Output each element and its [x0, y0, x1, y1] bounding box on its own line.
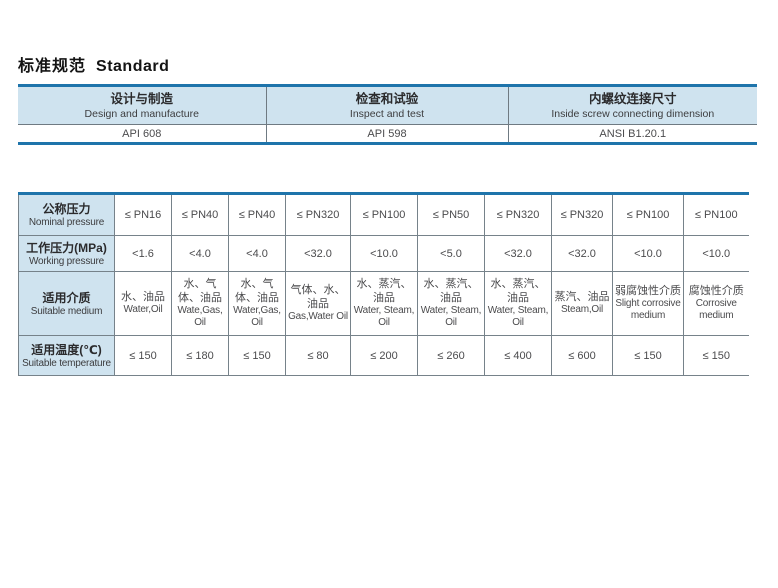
spec-cell-wp-4: <32.0 — [285, 235, 351, 272]
spec-cell-med-9: 弱腐蚀性介质 Slight corrosive medium — [612, 271, 684, 336]
spec-rowheader-working-pressure-zh: 工作压力(MPa) — [26, 240, 107, 255]
page-title-zh: 标准规范 — [18, 58, 87, 75]
spec-cell-temp-4: ≤ 80 — [285, 335, 351, 376]
page-title: 标准规范 Standard — [18, 52, 169, 76]
spec-cell-wp-6: <5.0 — [417, 235, 485, 272]
spec-cell-np-1: ≤ PN16 — [114, 193, 172, 236]
spec-rowheader-temperature: 适用温度(℃) Suitable temperature — [18, 335, 115, 376]
spec-cell-temp-1: ≤ 150 — [114, 335, 172, 376]
spec-cell-wp-7: <32.0 — [484, 235, 552, 272]
spec-rowheader-temperature-en: Suitable temperature — [22, 357, 111, 369]
spec-row-medium: 适用介质 Suitable medium 水、油品 Water,Oil 水、气体、… — [18, 271, 749, 336]
spec-cell-wp-5: <10.0 — [350, 235, 418, 272]
standards-table: 设计与制造 Design and manufacture 检查和试验 Inspe… — [18, 84, 757, 145]
spec-cell-med-5-en: Water, Steam, Oil — [353, 305, 415, 329]
spec-cell-np-5: ≤ PN100 — [350, 193, 418, 236]
standards-header-inspect: 检查和试验 Inspect and test — [265, 85, 508, 125]
standards-header-inspect-zh: 检查和试验 — [355, 91, 419, 106]
spec-cell-med-8-zh: 蒸汽、油品 — [554, 290, 610, 303]
spec-row-working-pressure: 工作压力(MPa) Working pressure <1.6 <4.0 <4.… — [18, 235, 749, 272]
spec-cell-med-2: 水、气体、油品 Wate,Gas, Oil — [171, 271, 229, 336]
spec-cell-med-7-zh: 水、蒸汽、油品 — [490, 277, 546, 304]
standards-header-design: 设计与制造 Design and manufacture — [18, 85, 266, 125]
spec-cell-med-6-en: Water, Steam, Oil — [420, 305, 482, 329]
spec-cell-med-6: 水、蒸汽、油品 Water, Steam, Oil — [417, 271, 485, 336]
standards-header-screw-zh: 内螺纹连接尺寸 — [588, 91, 677, 106]
spec-cell-med-8: 蒸汽、油品 Steam,Oil — [551, 271, 613, 336]
standards-value-row: API 608 API 598 ANSI B1.20.1 — [18, 124, 757, 144]
standards-header-screw: 内螺纹连接尺寸 Inside screw connecting dimensio… — [507, 85, 757, 125]
spec-cell-med-9-zh: 弱腐蚀性介质 — [615, 284, 681, 297]
spec-rowheader-nominal-pressure-zh: 公称压力 — [42, 202, 91, 217]
spec-cell-med-2-zh: 水、气体、油品 — [178, 277, 222, 304]
spec-cell-temp-6: ≤ 260 — [417, 335, 485, 376]
spec-row-temperature: 适用温度(℃) Suitable temperature ≤ 150 ≤ 180… — [18, 335, 749, 376]
spec-rowheader-working-pressure-en: Working pressure — [29, 255, 104, 267]
spec-cell-med-5: 水、蒸汽、油品 Water, Steam, Oil — [350, 271, 418, 336]
spec-cell-wp-1: <1.6 — [114, 235, 172, 272]
standards-value-design: API 608 — [122, 127, 162, 140]
spec-cell-med-7-en: Water, Steam, Oil — [487, 305, 549, 329]
standards-header-design-en: Design and manufacture — [84, 107, 199, 120]
spec-rowheader-medium: 适用介质 Suitable medium — [18, 271, 115, 336]
standards-header-row: 设计与制造 Design and manufacture 检查和试验 Inspe… — [18, 85, 757, 125]
spec-cell-temp-9: ≤ 150 — [612, 335, 684, 376]
spec-cell-med-2-en: Wate,Gas, Oil — [177, 305, 223, 329]
spec-cell-np-4: ≤ PN320 — [285, 193, 351, 236]
standards-value-inspect: API 598 — [265, 124, 508, 144]
spec-row-nominal-pressure: 公称压力 Nominal pressure ≤ PN16 ≤ PN40 ≤ PN… — [18, 193, 749, 236]
spec-cell-med-3: 水、气体、油品 Water,Gas, Oil — [228, 271, 286, 336]
spec-cell-med-5-zh: 水、蒸汽、油品 — [356, 277, 412, 304]
standards-header-design-zh: 设计与制造 — [110, 91, 173, 106]
spec-cell-np-9: ≤ PN100 — [612, 193, 684, 236]
spec-cell-med-1-en: Water,Oil — [123, 304, 163, 316]
spec-cell-temp-8: ≤ 600 — [551, 335, 613, 376]
spec-cell-np-7: ≤ PN320 — [484, 193, 552, 236]
spec-rowheader-medium-zh: 适用介质 — [42, 290, 91, 305]
spec-cell-med-8-en: Steam,Oil — [560, 304, 604, 316]
spec-cell-med-10: 腐蚀性介质 Corrosive medium — [683, 271, 749, 336]
spec-cell-med-7: 水、蒸汽、油品 Water, Steam, Oil — [484, 271, 552, 336]
spec-cell-med-1: 水、油品 Water,Oil — [114, 271, 172, 336]
spec-cell-np-8: ≤ PN320 — [551, 193, 613, 236]
spec-cell-med-3-zh: 水、气体、油品 — [235, 277, 279, 304]
spec-cell-med-4-en: Gas,Water Oil — [288, 311, 348, 323]
spec-cell-med-1-zh: 水、油品 — [121, 290, 165, 303]
spec-cell-temp-2: ≤ 180 — [171, 335, 229, 376]
spec-cell-temp-3: ≤ 150 — [228, 335, 286, 376]
spec-cell-np-3: ≤ PN40 — [228, 193, 286, 236]
spec-cell-med-4: 气体、水、油品 Gas,Water Oil — [285, 271, 351, 336]
spec-cell-np-10: ≤ PN100 — [683, 193, 749, 236]
page-title-en: Standard — [96, 58, 170, 75]
spec-cell-med-6-zh: 水、蒸汽、油品 — [423, 277, 479, 304]
standards-header-screw-en: Inside screw connecting dimension — [551, 107, 715, 120]
spec-cell-med-3-en: Water,Gas, Oil — [233, 305, 281, 329]
standards-header-inspect-en: Inspect and test — [349, 107, 425, 120]
spec-rowheader-nominal-pressure: 公称压力 Nominal pressure — [18, 193, 115, 236]
spec-table: 公称压力 Nominal pressure ≤ PN16 ≤ PN40 ≤ PN… — [18, 192, 749, 376]
spec-cell-med-10-en: Corrosive medium — [695, 298, 737, 322]
spec-cell-med-4-zh: 气体、水、油品 — [290, 283, 346, 310]
spec-rowheader-temperature-zh: 适用温度(℃) — [31, 342, 102, 357]
spec-cell-med-10-zh: 腐蚀性介质 — [688, 284, 744, 297]
spec-cell-wp-9: <10.0 — [612, 235, 684, 272]
standards-value-screw: ANSI B1.20.1 — [507, 124, 757, 144]
spec-cell-temp-5: ≤ 200 — [350, 335, 418, 376]
spec-cell-wp-10: <10.0 — [683, 235, 749, 272]
spec-rowheader-working-pressure: 工作压力(MPa) Working pressure — [18, 235, 115, 272]
spec-cell-temp-7: ≤ 400 — [484, 335, 552, 376]
spec-cell-np-2: ≤ PN40 — [171, 193, 229, 236]
spec-cell-med-9-en: Slight corrosive medium — [615, 298, 681, 322]
spec-rowheader-nominal-pressure-en: Nominal pressure — [28, 217, 105, 229]
spec-cell-np-6: ≤ PN50 — [417, 193, 485, 236]
spec-cell-wp-2: <4.0 — [171, 235, 229, 272]
spec-cell-wp-3: <4.0 — [228, 235, 286, 272]
spec-cell-temp-10: ≤ 150 — [683, 335, 749, 376]
spec-rowheader-medium-en: Suitable medium — [30, 305, 103, 317]
spec-cell-wp-8: <32.0 — [551, 235, 613, 272]
